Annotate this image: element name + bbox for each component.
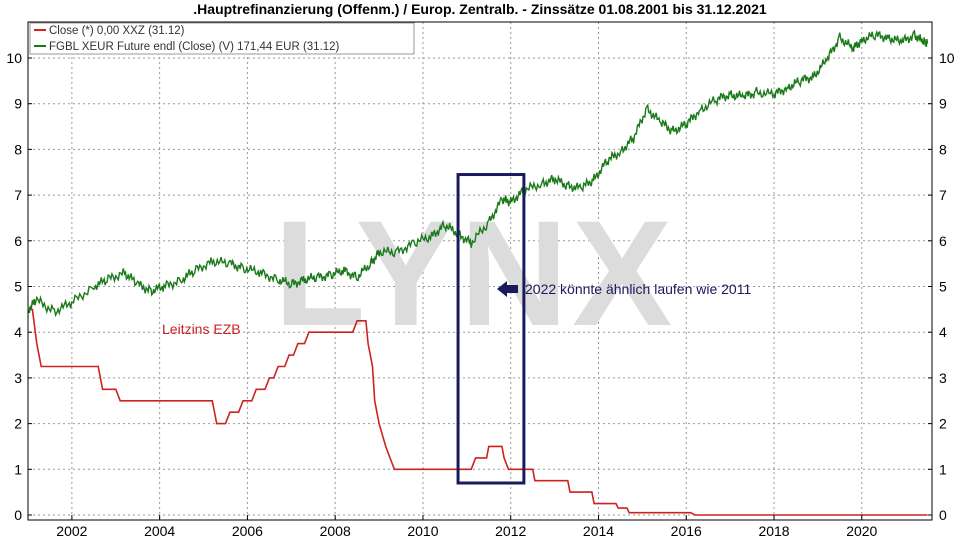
series-label-leitzins: Leitzins EZB — [162, 321, 241, 337]
x-tick-label: 2002 — [56, 523, 87, 539]
legend-box — [29, 22, 415, 55]
y-tick-label-right: 0 — [939, 507, 947, 523]
y-tick-label-right: 8 — [939, 141, 947, 157]
y-tick-label-left: 8 — [14, 141, 22, 157]
y-tick-label-left: 1 — [14, 461, 22, 477]
annotation-text: 2022 könnte ähnlich laufen wie 2011 — [525, 281, 751, 297]
x-tick-label: 2018 — [758, 523, 789, 539]
y-tick-label-right: 3 — [939, 370, 947, 386]
x-tick-label: 2016 — [671, 523, 702, 539]
y-tick-label-left: 4 — [14, 324, 22, 340]
y-tick-label-left: 10 — [6, 50, 22, 66]
x-tick-label: 2012 — [495, 523, 526, 539]
y-tick-label-right: 1 — [939, 461, 947, 477]
y-tick-label-right: 6 — [939, 233, 947, 249]
highlight-box-2011 — [456, 173, 526, 485]
y-tick-label-left: 7 — [14, 187, 22, 203]
y-tick-label-left: 6 — [14, 233, 22, 249]
x-tick-label: 2008 — [320, 523, 351, 539]
y-tick-label-right: 5 — [939, 279, 947, 295]
series-layer — [27, 29, 929, 516]
y-tick-label-left: 5 — [14, 279, 22, 295]
y-tick-label-left: 9 — [14, 96, 22, 112]
y-tick-label-left: 2 — [14, 416, 22, 432]
x-tick-label: 2014 — [583, 523, 614, 539]
axis-ticks: 0 0 1 1 2 2 3 3 4 4 5 5 6 6 7 7 8 8 9 9 10 10 2002 2004 2006 2008… — [6, 50, 954, 539]
annotation-arrow-icon — [497, 281, 518, 297]
grid-lines — [28, 22, 932, 520]
y-tick-label-right: 2 — [939, 416, 947, 432]
legend-label-fgbl: FGBL XEUR Future endl (Close) (V) 171,44… — [49, 41, 340, 53]
chart-title: .Hauptrefinanzierung (Offenm.) / Europ. … — [193, 1, 767, 17]
x-tick-label: 2004 — [144, 523, 175, 539]
legend-label-close: Close (*) 0,00 XXZ (31.12) — [49, 25, 185, 37]
x-tick-label: 2006 — [232, 523, 263, 539]
y-tick-label-right: 10 — [939, 50, 955, 66]
y-tick-label-right: 9 — [939, 96, 947, 112]
y-tick-label-right: 4 — [939, 324, 947, 340]
plot-frame — [27, 21, 933, 521]
x-tick-label: 2010 — [407, 523, 438, 539]
y-tick-label-left: 0 — [14, 507, 22, 523]
series-line-fgbl — [27, 29, 929, 318]
series-line-close — [28, 308, 928, 516]
x-tick-label: 2020 — [846, 523, 877, 539]
y-tick-label-right: 7 — [939, 187, 947, 203]
y-tick-label-left: 3 — [14, 370, 22, 386]
legend: Close (*) 0,00 XXZ (31.12) FGBL XEUR Fut… — [29, 22, 415, 55]
